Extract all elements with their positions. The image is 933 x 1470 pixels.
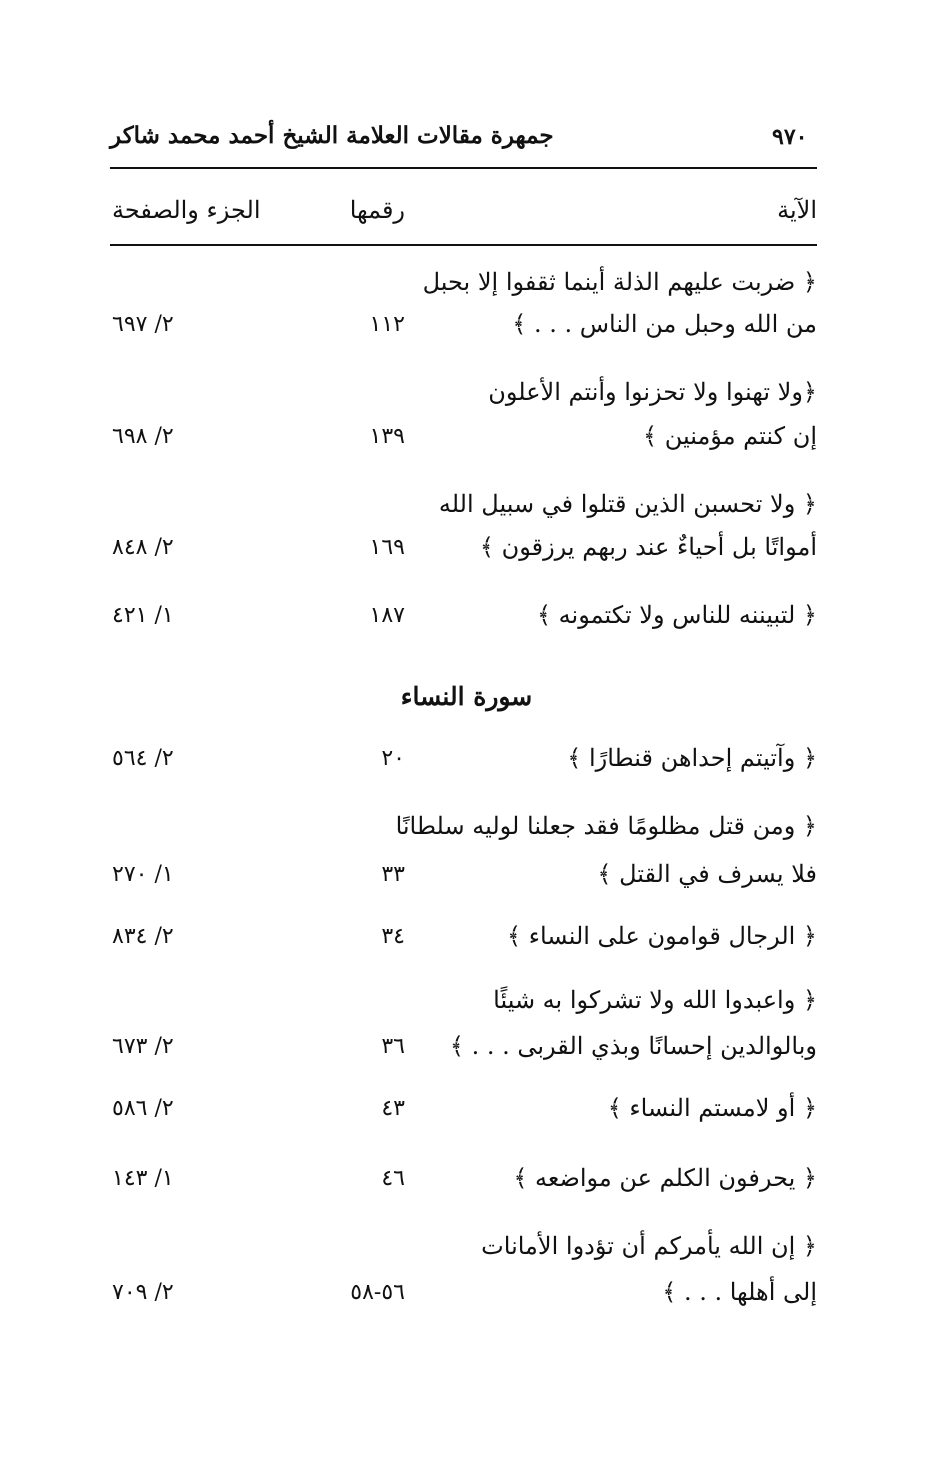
ayah-number: ٤٣ — [381, 1096, 405, 1121]
volume-page-ref: ٢/ ٦٩٧ — [112, 312, 174, 337]
ayah-line: ﴿ ومن قتل مظلومًا فقد جعلنا لوليه سلطانً… — [395, 812, 817, 840]
column-header-ayah: الآية — [777, 196, 817, 224]
ayah-line: إلى أهلها . . . ﴾ — [662, 1278, 817, 1306]
volume-page-ref: ٢/ ٧٠٩ — [112, 1280, 174, 1305]
volume-page-ref: ٢/ ٦٧٣ — [112, 1034, 174, 1059]
volume-page-ref: ٢/ ٨٤٨ — [112, 535, 174, 560]
volume-page-ref: ٢/ ٦٩٨ — [112, 424, 174, 449]
column-header-rule — [110, 244, 817, 246]
ayah-line: ﴿ إن الله يأمركم أن تؤدوا الأمانات — [481, 1232, 817, 1260]
ayah-line: ﴿ لتبيننه للناس ولا تكتمونه ﴾ — [536, 601, 817, 629]
ayah-line: أمواتًا بل أحياءٌ عند ربهم يرزقون ﴾ — [479, 533, 817, 561]
ayah-line: ﴿ ضربت عليهم الذلة أينما ثقفوا إلا بحبل — [422, 268, 817, 296]
ayah-number: ٢٠ — [381, 746, 405, 771]
volume-page-ref: ٢/ ٥٦٤ — [112, 746, 174, 771]
volume-page-ref: ٢/ ٥٨٦ — [112, 1096, 174, 1121]
ayah-line: ﴿ أو لامستم النساء ﴾ — [607, 1094, 817, 1122]
volume-page-ref: ١/ ٤٢١ — [112, 603, 174, 628]
volume-page-ref: ١/ ١٤٣ — [112, 1166, 174, 1191]
ayah-number: ١٨٧ — [369, 603, 405, 628]
ayah-line: فلا يسرف في القتل ﴾ — [597, 860, 817, 888]
volume-page-ref: ٢/ ٨٣٤ — [112, 924, 174, 949]
ayah-line: ﴿ الرجال قوامون على النساء ﴾ — [507, 922, 817, 950]
column-header-volume-page: الجزء والصفحة — [112, 196, 261, 224]
ayah-number: ٣٣ — [381, 862, 405, 887]
ayah-number: ٥٦-٥٨ — [350, 1280, 405, 1305]
ayah-line: ﴿ولا تهنوا ولا تحزنوا وأنتم الأعلون — [488, 378, 817, 406]
ayah-number: ٣٤ — [381, 924, 405, 949]
header-rule — [110, 167, 817, 169]
ayah-line: من الله وحبل من الناس . . . ﴾ — [512, 310, 817, 338]
column-header-number: رقمها — [349, 196, 405, 224]
ayah-number: ١٦٩ — [369, 535, 405, 560]
ayah-line: وبالوالدين إحسانًا وبذي القربى . . . ﴾ — [449, 1032, 817, 1060]
running-header-title: جمهرة مقالات العلامة الشيخ أحمد محمد شاك… — [110, 122, 554, 149]
ayah-number: ٤٦ — [381, 1166, 405, 1191]
volume-page-ref: ١/ ٢٧٠ — [112, 862, 174, 887]
ayah-line: ﴿ ولا تحسبن الذين قتلوا في سبيل الله — [438, 490, 817, 518]
ayah-number: ١١٢ — [369, 312, 405, 337]
ayah-line: ﴿ واعبدوا الله ولا تشركوا به شيئًا — [493, 986, 817, 1014]
ayah-line: ﴿ يحرفون الكلم عن مواضعه ﴾ — [513, 1164, 817, 1192]
page-number: ٩٧٠ — [772, 124, 808, 150]
ayah-number: ١٣٩ — [369, 424, 405, 449]
ayah-line: ﴿ وآتيتم إحداهن قنطارًا ﴾ — [567, 744, 817, 772]
ayah-line: إن كنتم مؤمنين ﴾ — [643, 422, 817, 450]
section-title: سورة النساء — [400, 682, 533, 711]
ayah-number: ٣٦ — [381, 1034, 405, 1059]
